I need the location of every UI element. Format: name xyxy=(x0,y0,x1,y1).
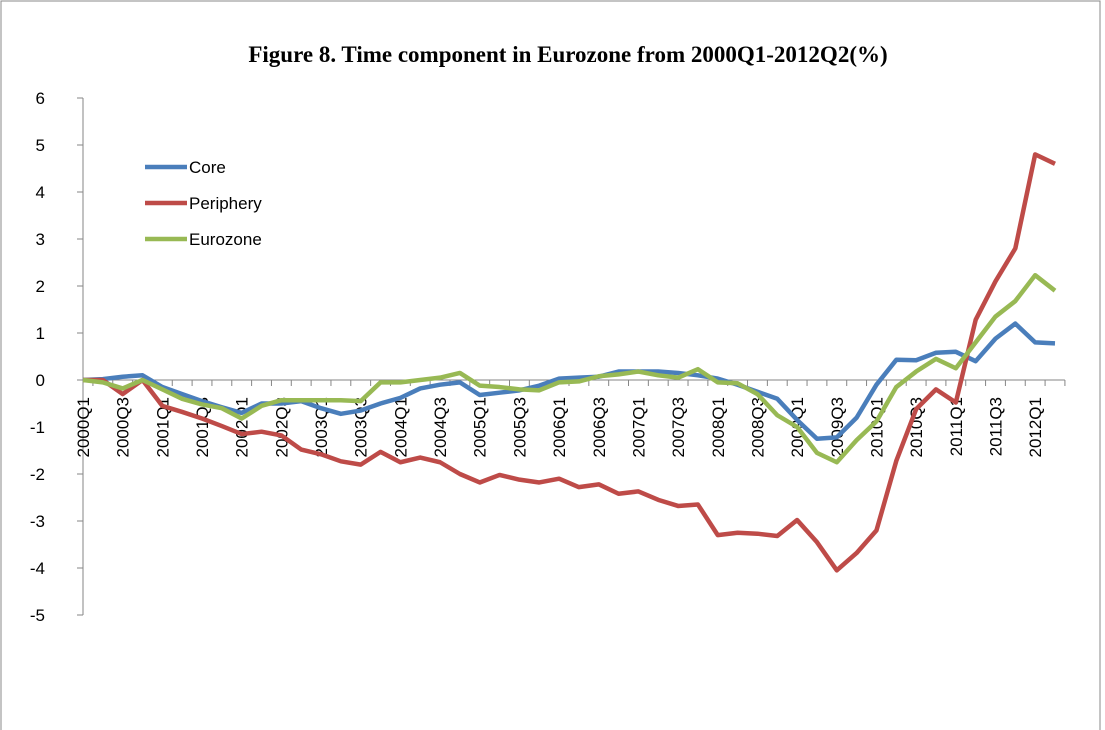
x-tick-label: 2001Q1 xyxy=(153,397,172,458)
x-tick-label: 2007Q3 xyxy=(669,397,688,458)
y-tick-label: 5 xyxy=(36,136,45,155)
x-tick-label: 2010Q3 xyxy=(907,397,926,458)
y-tick-label: -4 xyxy=(30,559,45,578)
y-tick-label: -2 xyxy=(30,465,45,484)
x-tick-label: 2000Q1 xyxy=(74,397,93,458)
x-tick-label: 2002Q1 xyxy=(233,397,252,458)
y-tick-label: 2 xyxy=(36,277,45,296)
y-tick-label: -3 xyxy=(30,512,45,531)
series-line xyxy=(83,152,1056,573)
legend-label: Eurozone xyxy=(189,230,262,249)
x-tick-label: 2011Q3 xyxy=(986,397,1005,456)
x-tick-label: 2006Q1 xyxy=(550,397,569,458)
chart-title: Figure 8. Time component in Eurozone fro… xyxy=(248,42,887,67)
x-tick-label: 2012Q1 xyxy=(1026,397,1045,458)
x-tick-label: 2004Q1 xyxy=(391,397,410,458)
legend-label: Core xyxy=(189,158,226,177)
x-tick-label: 2005Q1 xyxy=(471,397,490,458)
y-tick-label: 6 xyxy=(36,89,45,108)
x-tick-label: 2011Q1 xyxy=(947,397,966,456)
x-tick-label: 2000Q3 xyxy=(114,397,133,458)
y-tick-label: 4 xyxy=(36,183,45,202)
y-tick-label: 3 xyxy=(36,230,45,249)
x-tick-label: 2009Q3 xyxy=(828,397,847,458)
x-tick-label: 2002Q3 xyxy=(272,397,291,458)
y-tick-label: 1 xyxy=(36,324,45,343)
x-tick-label: 2006Q3 xyxy=(590,397,609,458)
series-line xyxy=(82,321,1056,441)
x-tick-label: 2001Q3 xyxy=(193,397,212,458)
x-tick-label: 2008Q3 xyxy=(748,397,767,458)
x-tick-label: 2007Q1 xyxy=(629,397,648,458)
legend-label: Periphery xyxy=(189,194,262,213)
series-line xyxy=(82,272,1057,465)
x-tick-label: 2003Q1 xyxy=(312,397,331,458)
x-tick-label: 2005Q3 xyxy=(510,397,529,458)
x-tick-label: 2004Q3 xyxy=(431,397,450,458)
x-tick-label: 2008Q1 xyxy=(709,397,728,458)
y-tick-label: -1 xyxy=(30,418,45,437)
y-tick-label: -5 xyxy=(30,606,45,625)
y-tick-label: 0 xyxy=(36,371,45,390)
